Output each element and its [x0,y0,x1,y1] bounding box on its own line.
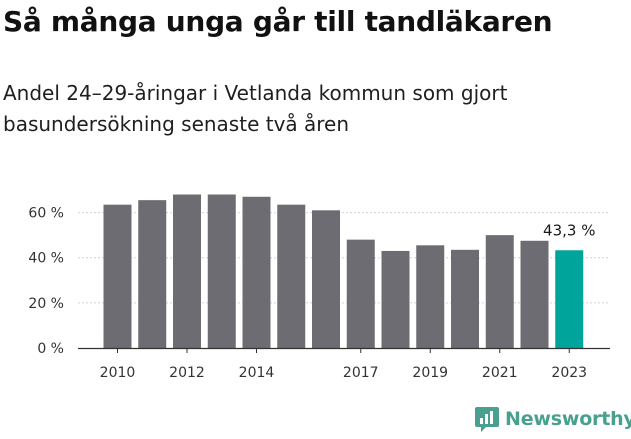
y-tick-label: 20 % [28,296,64,312]
y-tick-label: 0 % [37,341,64,357]
bar-2018 [381,250,410,348]
bar-2011 [138,200,167,348]
bar-2022 [520,240,549,348]
bar-2015 [277,204,306,348]
x-tick-label: 2017 [343,365,379,381]
bar-2013 [207,194,236,348]
x-tick-label: 2012 [169,365,205,381]
x-tick-label: 2023 [551,365,587,381]
brand-logo: Newsworthy [474,405,631,433]
y-tick-label: 40 % [28,251,64,267]
y-tick-label: 60 % [28,206,64,222]
brand-name: Newsworthy [505,408,631,430]
x-tick-label: 2014 [239,365,275,381]
bar-2020 [451,249,479,348]
x-tick-label: 2019 [412,365,448,381]
bar-2014 [242,196,271,348]
chart-title: Så många unga går till tandläkaren [3,5,553,38]
bar-2016 [312,210,340,348]
chart-subtitle: Andel 24–29-åringar i Vetlanda kommun so… [3,81,508,136]
newsworthy-logo-icon [475,407,499,432]
bar-2023 [555,250,584,348]
bar-2010 [103,204,132,348]
x-tick-label: 2010 [100,365,136,381]
bar-2019 [416,245,445,348]
bar-2012 [173,194,201,348]
data-label-2023: 43,3 % [543,221,595,239]
x-tick-label: 2021 [482,365,518,381]
bar-2021 [485,235,514,348]
bar-2017 [346,239,375,348]
